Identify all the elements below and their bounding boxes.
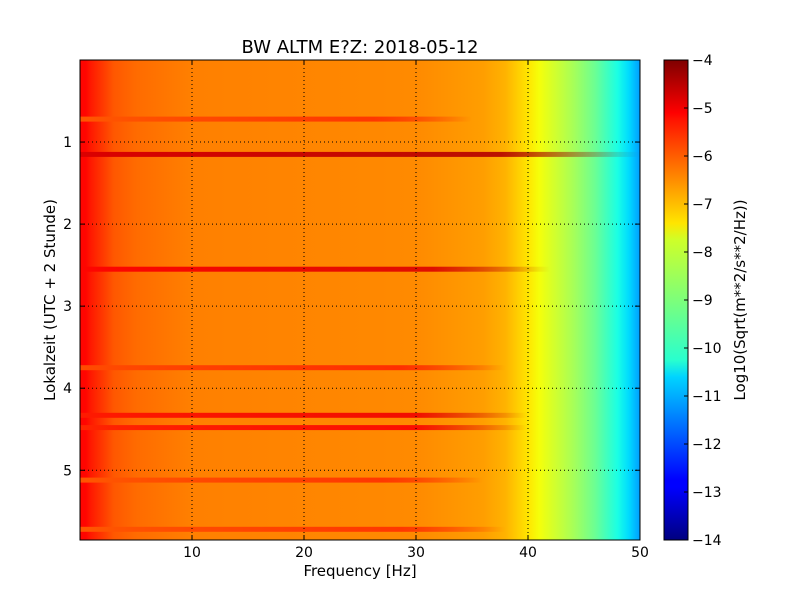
spectral-band: [80, 151, 640, 157]
spectral-band: [80, 365, 506, 371]
y-tick-label: 1: [63, 135, 72, 151]
x-tick-label: 30: [407, 545, 425, 561]
plot-frame: [79, 59, 641, 541]
y-axis-ticks: 1 2 3 4 5: [63, 135, 640, 479]
colorbar-tick-label: −10: [692, 341, 722, 357]
colorbar-label: Log10(Sqrt(m**2/s**2/Hz)): [731, 199, 749, 400]
y-tick-label: 2: [63, 217, 72, 233]
colorbar-tick-label: −14: [692, 533, 722, 549]
colorbar-tick-label: −12: [692, 437, 722, 453]
chart-title: BW ALTM E?Z: 2018-05-12: [242, 37, 479, 58]
y-tick-label: 5: [63, 463, 72, 479]
y-tick-label: 4: [63, 381, 72, 397]
y-tick-label: 3: [63, 299, 72, 315]
spectral-band: [80, 412, 528, 418]
spectral-band: [80, 526, 506, 532]
spectral-band: [80, 425, 528, 431]
spectrum-background: [80, 60, 640, 540]
spectral-band: [80, 266, 551, 272]
heatmap-plot-area: [80, 60, 640, 540]
spectral-bands: [80, 116, 640, 532]
x-tick-label: 10: [183, 545, 201, 561]
colorbar-tick-label: −9: [692, 293, 713, 309]
x-axis-label: Frequency [Hz]: [303, 562, 416, 580]
colorbar-tick-label: −11: [692, 389, 722, 405]
colorbar-tick-label: −4: [692, 53, 713, 69]
x-tick-label: 40: [519, 545, 537, 561]
colorbar: −4 −5 −6 −7 −8 −9 −10 −11 −12 −13 −14 Log10(Sqrt(m…: [663, 53, 749, 549]
colorbar-tick-label: −6: [692, 149, 713, 165]
x-axis-ticks: 10 20 30 40 50: [183, 60, 649, 561]
y-axis-label: Lokalzeit (UTC + 2 Stunde): [41, 199, 59, 401]
spectral-band: [80, 477, 484, 483]
spectral-band: [80, 116, 472, 122]
colorbar-tick-label: −5: [692, 101, 713, 117]
colorbar-ticks: −4 −5 −6 −7 −8 −9 −10 −11 −12 −13 −14: [684, 53, 722, 549]
colorbar-tick-label: −8: [692, 245, 713, 261]
grid-lines: [80, 60, 640, 540]
colorbar-tick-label: −7: [692, 197, 713, 213]
x-tick-label: 50: [631, 545, 649, 561]
colorbar-tick-label: −13: [692, 485, 722, 501]
x-tick-label: 20: [295, 545, 313, 561]
